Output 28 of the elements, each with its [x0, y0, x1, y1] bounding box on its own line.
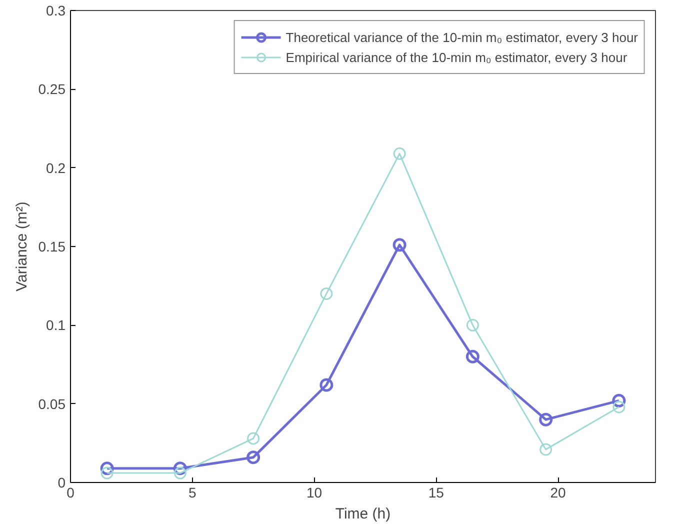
point — [320, 287, 333, 300]
point — [466, 318, 479, 332]
point — [540, 443, 552, 456]
y-tick-label: 0.05 — [38, 396, 66, 412]
legend-label: Theoretical variance of the 10-min m₀ estimator, every 3 hour — [286, 30, 638, 44]
point — [466, 350, 480, 364]
y-tick-label: 0.2 — [46, 160, 66, 176]
point — [320, 378, 334, 392]
point — [100, 466, 114, 480]
x-tick-label: 20 — [550, 484, 566, 500]
point — [539, 412, 553, 426]
point — [174, 466, 186, 480]
y-tick-label: 0.15 — [38, 238, 66, 254]
point — [612, 400, 626, 414]
point — [246, 450, 260, 464]
point — [392, 238, 406, 252]
y-tick-label: 0.1 — [46, 317, 66, 334]
point — [247, 432, 260, 445]
x-tick-label: 10 — [306, 484, 322, 500]
legend-label: Empirical variance of the 10-min m₀ estimator, every 3 hour — [286, 50, 628, 64]
x-tick-label: 15 — [428, 484, 444, 500]
x-axis-title: Time (h) — [335, 506, 391, 522]
point — [393, 147, 406, 160]
x-tick-label: 5 — [188, 484, 196, 500]
y-tick-label: 0.25 — [38, 81, 66, 98]
y-axis-title: Variance (m²) — [13, 202, 30, 292]
y-tick-label: 0 — [58, 474, 66, 490]
y-tick-label: 0.3 — [46, 2, 66, 18]
